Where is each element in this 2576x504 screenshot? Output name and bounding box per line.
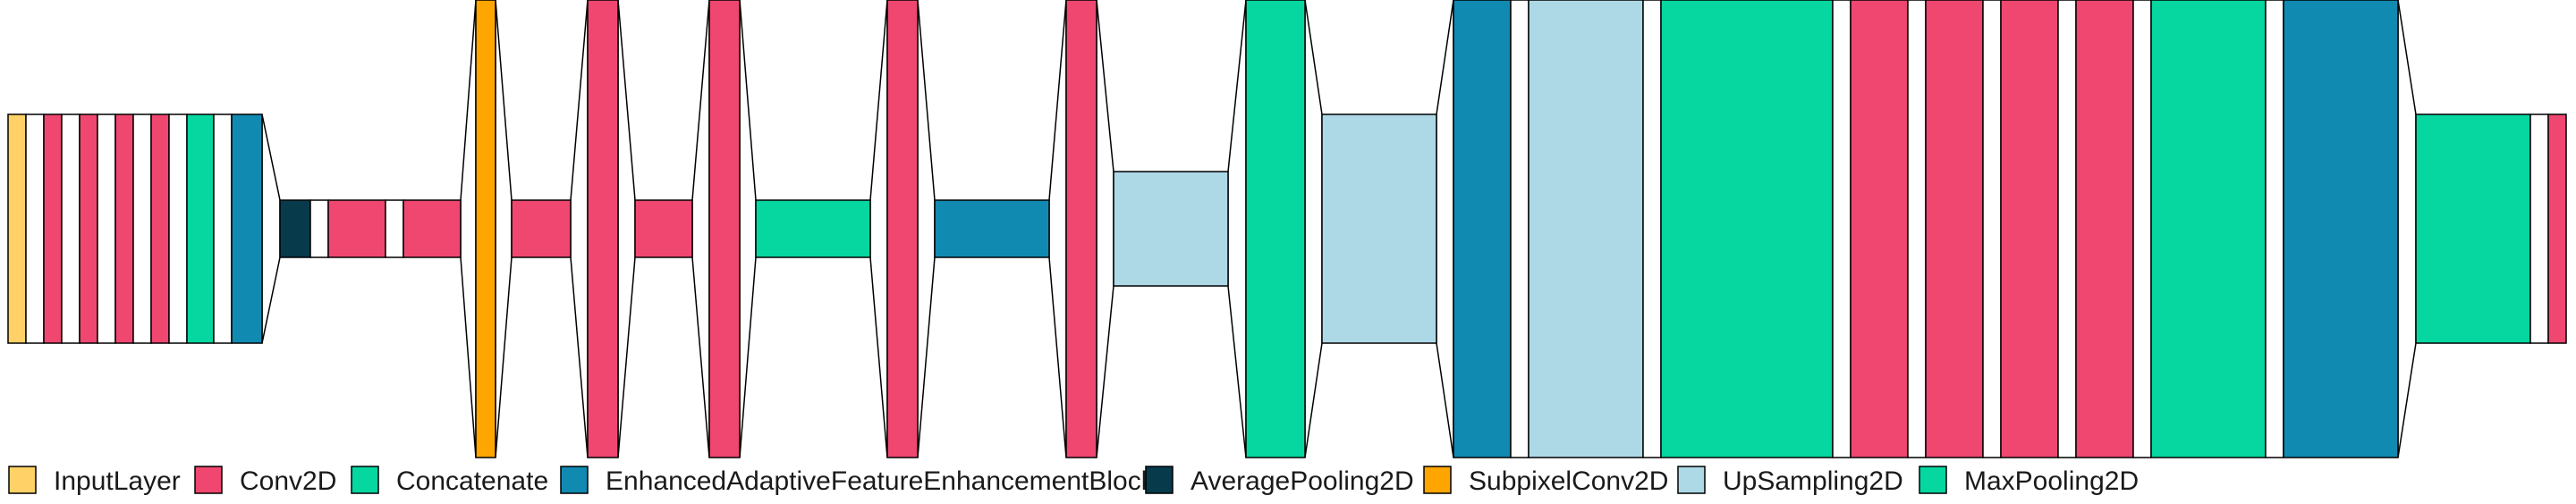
layer-up-sampling2-d xyxy=(1528,0,1644,458)
layer-up-sampling2-d xyxy=(1321,113,1437,344)
layer-connector xyxy=(1436,0,1454,458)
layer-max-pooling2-d xyxy=(1245,0,1306,458)
layer-conv2-d xyxy=(2547,113,2567,344)
layer-other xyxy=(97,113,116,344)
layer-other xyxy=(1642,0,1662,458)
legend-swatch-subpixel-conv2-d xyxy=(1423,466,1452,494)
layer-connector xyxy=(1096,0,1114,458)
layer-subpixel-conv2-d xyxy=(475,0,496,458)
layer-enhanced-adaptive-feature-enhancement-block xyxy=(1453,0,1512,458)
layer-enhanced-adaptive-feature-enhancement-block xyxy=(2283,0,2399,458)
layer-conv2-d xyxy=(708,0,741,458)
layer-concatenate xyxy=(1660,0,1834,458)
legend: InputLayer Conv2D Concatenate EnhancedAdapt… xyxy=(8,466,2139,496)
layer-conv2-d xyxy=(634,199,693,258)
layer-conv2-d xyxy=(43,113,63,344)
layer-connector xyxy=(739,0,757,458)
legend-swatch-average-pooling2-d xyxy=(1145,466,1174,494)
legend-label-average-pooling2-d: AveragePooling2D xyxy=(1191,466,1414,496)
legend-swatch-max-pooling2-d xyxy=(1919,466,1947,494)
layer-input-layer xyxy=(7,113,27,344)
legend-swatch-enhanced-adaptive-feature-enhancement-block xyxy=(560,466,589,494)
legend-swatch-conv2-d xyxy=(194,466,223,494)
legend-label-concatenate: Concatenate xyxy=(396,466,548,496)
legend-label-conv2-d: Conv2D xyxy=(240,466,336,496)
layer-concatenate xyxy=(2150,0,2267,458)
layer-other xyxy=(213,113,233,344)
layer-other xyxy=(1982,0,2002,458)
layer-other xyxy=(2057,0,2077,458)
layer-other xyxy=(1907,0,1927,458)
layer-conv2-d xyxy=(402,199,462,258)
layer-conv2-d xyxy=(587,0,619,458)
legend-label-max-pooling2-d: MaxPooling2D xyxy=(1964,466,2139,496)
legend-label-input-layer: InputLayer xyxy=(54,466,181,496)
layer-conv2-d xyxy=(2075,0,2134,458)
layer-other xyxy=(61,113,80,344)
layer-other xyxy=(168,113,188,344)
layer-connector xyxy=(1048,0,1067,458)
layer-concatenate xyxy=(186,113,215,344)
layer-conv2-d xyxy=(886,0,919,458)
layer-average-pooling2-d xyxy=(279,199,311,258)
layer-other xyxy=(385,199,404,258)
layer-connector xyxy=(691,0,710,458)
legend-swatch-input-layer xyxy=(8,466,37,494)
layer-connector xyxy=(261,113,281,344)
layer-connector xyxy=(1227,0,1247,458)
layer-other xyxy=(2529,113,2549,344)
legend-swatch-concatenate xyxy=(351,466,379,494)
layer-concatenate xyxy=(755,199,871,258)
layer-conv2-d xyxy=(327,199,386,258)
layer-other xyxy=(309,199,329,258)
layer-connector xyxy=(460,0,477,458)
layer-other xyxy=(2132,0,2152,458)
layer-connectors xyxy=(261,0,2417,458)
layer-up-sampling2-d xyxy=(1113,171,1229,287)
legend-label-subpixel-conv2-d: SubpixelConv2D xyxy=(1469,466,1668,496)
layer-conv2-d xyxy=(1065,0,1097,458)
layer-conv2-d xyxy=(1850,0,1909,458)
layer-connector xyxy=(2397,0,2417,458)
legend-label-enhanced-adaptive-feature-enhancement-block: EnhancedAdaptiveFeatureEnhancementBlock xyxy=(606,466,1156,496)
layer-connector xyxy=(869,0,888,458)
layer-conv2-d xyxy=(114,113,134,344)
layer-enhanced-adaptive-feature-enhancement-block xyxy=(934,199,1050,258)
layer-connector xyxy=(495,0,513,458)
layer-enhanced-adaptive-feature-enhancement-block xyxy=(231,113,263,344)
layer-connector xyxy=(1304,0,1323,458)
layer-conv2-d xyxy=(2000,0,2059,458)
layer-conv2-d xyxy=(150,113,170,344)
layer-conv2-d xyxy=(79,113,98,344)
layer-conv2-d xyxy=(1925,0,1984,458)
layer-blocks xyxy=(7,0,2567,458)
legend-swatch-up-sampling2-d xyxy=(1677,466,1706,494)
layer-other xyxy=(2265,0,2284,458)
layer-other xyxy=(25,113,45,344)
layer-other xyxy=(132,113,152,344)
layer-other xyxy=(1510,0,1530,458)
legend-label-up-sampling2-d: UpSampling2D xyxy=(1723,466,1903,496)
layer-connector xyxy=(617,0,636,458)
layer-connector xyxy=(570,0,589,458)
layer-concatenate xyxy=(2415,113,2531,344)
layer-connector xyxy=(917,0,936,458)
layer-other xyxy=(1832,0,1852,458)
layer-conv2-d xyxy=(511,199,572,258)
